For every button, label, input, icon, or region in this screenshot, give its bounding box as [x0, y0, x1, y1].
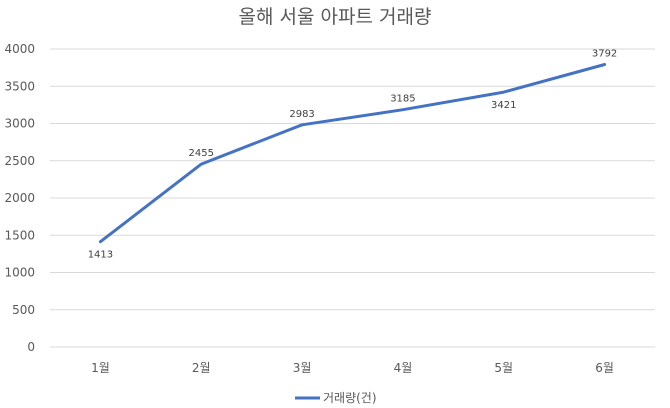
series-layer	[98, 63, 607, 244]
data-labels: 1413 2455 2983 3185 3421 3792	[88, 48, 618, 260]
x-tick-label: 3월	[293, 361, 312, 375]
y-tick-label: 2500	[4, 154, 35, 168]
y-tick-label: 3000	[4, 117, 35, 131]
gridlines	[50, 48, 655, 348]
y-tick-label: 0	[27, 340, 35, 354]
legend: 거래량(건)	[295, 391, 377, 405]
x-tick-label: 1월	[91, 361, 110, 375]
y-tick-label: 1000	[4, 266, 35, 280]
data-label: 3792	[592, 48, 617, 59]
x-tick-label: 5월	[494, 361, 513, 375]
x-axis-tick-labels: 1월 2월 3월 4월 5월 6월	[91, 361, 614, 375]
data-label: 3185	[390, 94, 415, 105]
chart-title: 올해 서울 아파트 거래량	[239, 6, 432, 28]
data-label: 1413	[88, 250, 113, 261]
data-label: 2983	[289, 109, 314, 120]
y-tick-label: 500	[12, 303, 35, 317]
y-tick-label: 2000	[4, 191, 35, 205]
x-tick-label: 2월	[192, 361, 211, 375]
y-tick-label: 1500	[4, 228, 35, 242]
series-line	[98, 63, 607, 244]
y-tick-label: 3500	[4, 79, 35, 93]
x-tick-label: 4월	[394, 361, 413, 375]
x-tick-label: 6월	[595, 361, 614, 375]
y-tick-label: 4000	[4, 42, 35, 56]
y-axis-tick-labels: 0 500 1000 1500 2000 2500 3000 3500 4000	[4, 42, 35, 354]
legend-label: 거래량(건)	[323, 391, 377, 405]
data-label: 3421	[491, 100, 516, 111]
data-label: 2455	[189, 148, 214, 159]
